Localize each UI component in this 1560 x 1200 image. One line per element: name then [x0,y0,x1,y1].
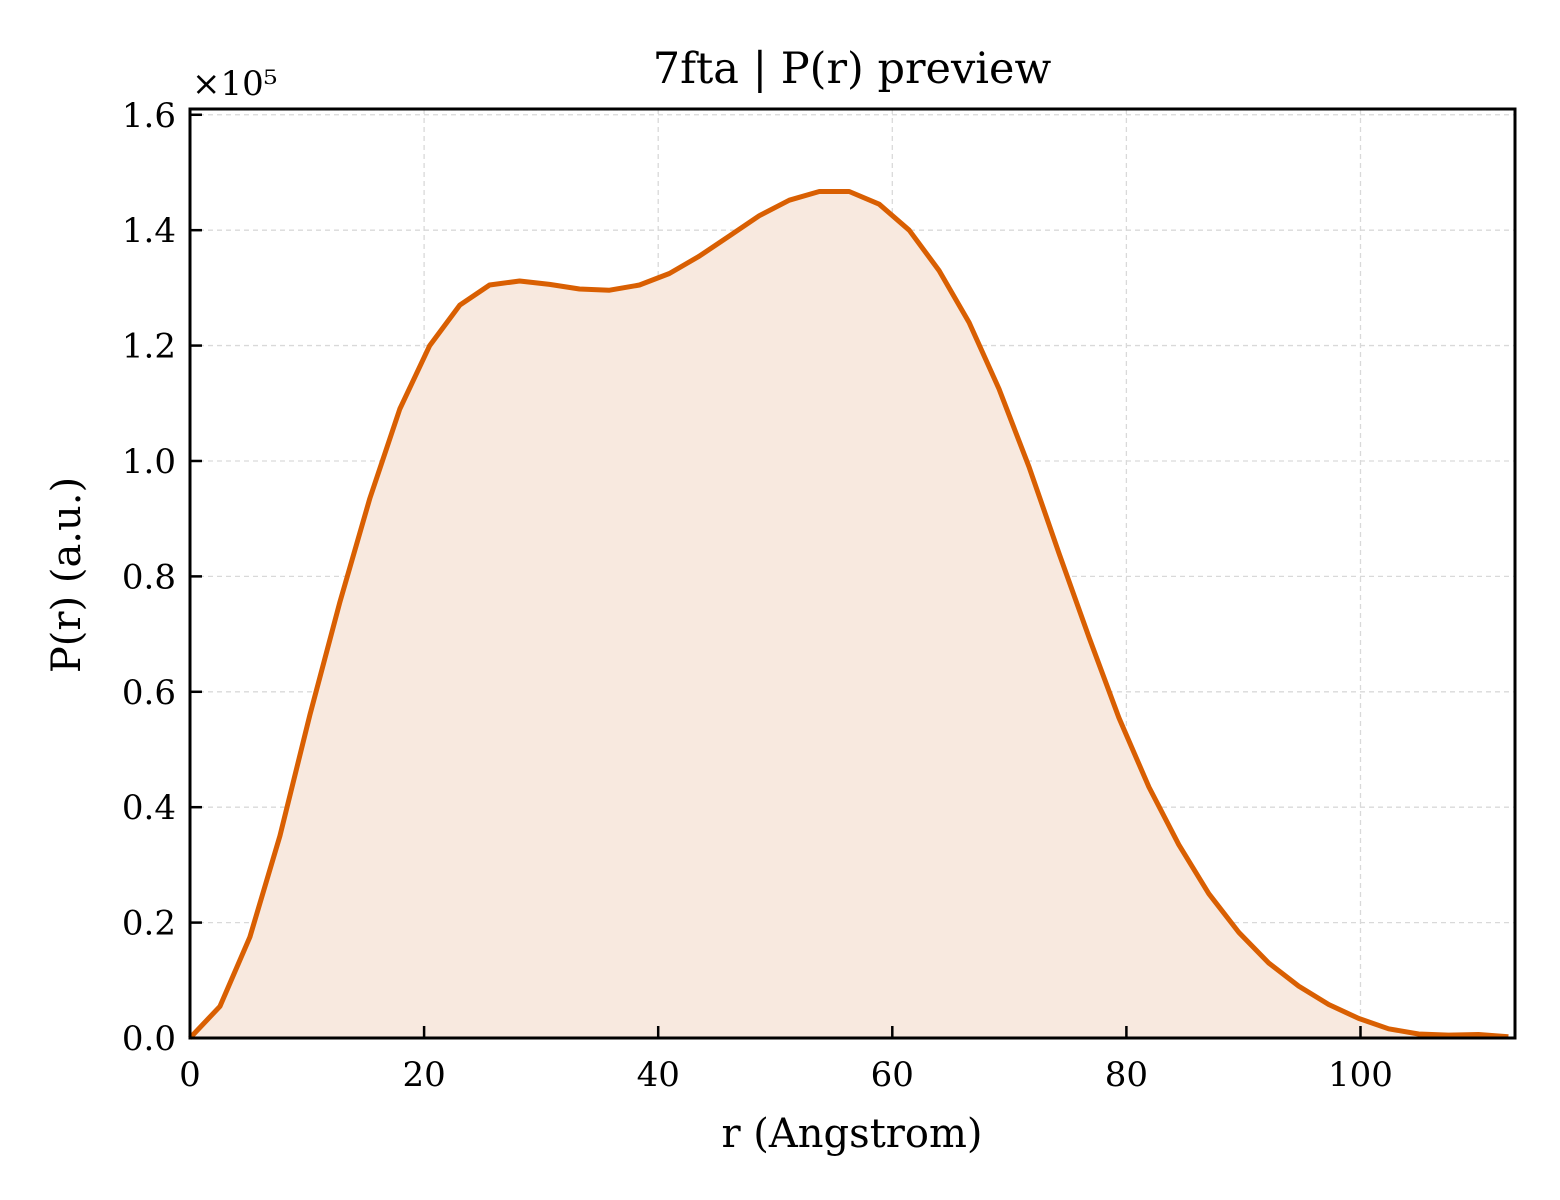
y-tick-label: 0.0 [122,1019,176,1059]
x-tick-label: 20 [402,1055,445,1095]
y-axis-label: P(r) (a.u.) [44,477,90,673]
y-tick-label: 0.6 [122,673,176,713]
y-tick-label: 0.8 [122,557,176,597]
x-tick-label: 0 [179,1055,201,1095]
x-tick-label: 100 [1328,1055,1393,1095]
chart-title: 7fta | P(r) preview [653,44,1052,94]
x-tick-label: 60 [871,1055,914,1095]
y-tick-label: 0.2 [122,904,176,944]
tick-labels: 0 20 40 60 80 100 0.0 0.2 0.4 0.6 0.8 1.0 1.2 1.4 1.6 [122,96,1393,1095]
area-fill [190,191,1509,1038]
series-line [188,189,1509,1040]
y-scale-exponent: ×10⁵ [192,64,277,104]
y-tick-label: 1.4 [122,211,176,251]
x-tick-label: 40 [637,1055,680,1095]
y-tick-label: 1.0 [122,442,176,482]
plot-frame [188,107,1517,1040]
y-tick-label: 1.6 [122,96,176,136]
y-tick-label: 0.4 [122,788,176,828]
y-tick-label: 1.2 [122,327,176,367]
x-axis-label: r (Angstrom) [721,1111,982,1157]
x-tick-label: 80 [1105,1055,1148,1095]
